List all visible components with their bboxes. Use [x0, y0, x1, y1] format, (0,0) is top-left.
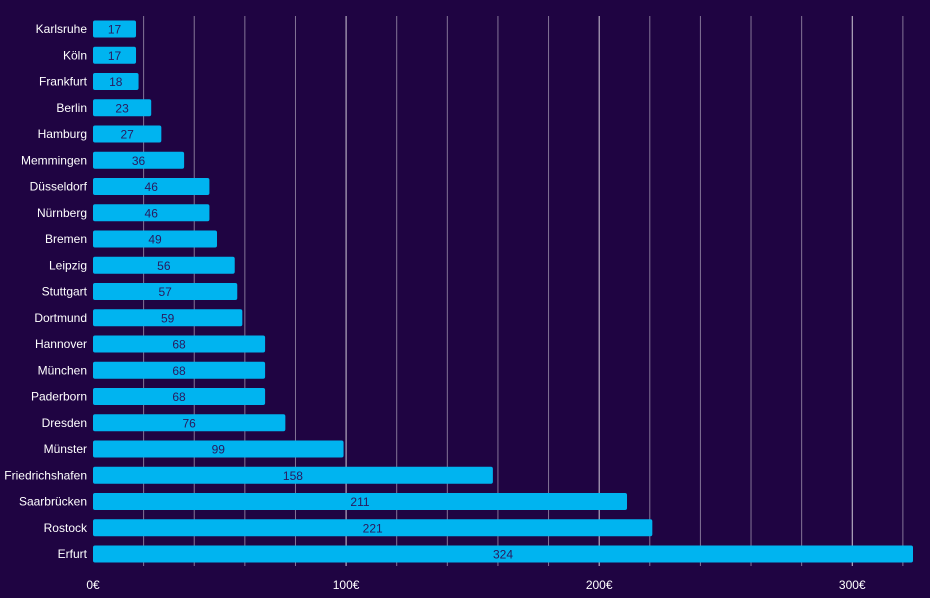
x-tick-label-100: 100€	[333, 578, 360, 592]
value-label-4: 27	[120, 128, 134, 142]
value-label-9: 56	[157, 259, 171, 273]
value-label-13: 68	[172, 364, 186, 378]
bar-7	[93, 204, 210, 222]
bar-3	[93, 99, 152, 117]
bar-1	[93, 46, 137, 64]
category-label-10: Stuttgart	[42, 285, 88, 299]
value-label-3: 23	[115, 101, 129, 115]
value-label-19: 221	[363, 521, 383, 535]
bar-17	[93, 466, 493, 484]
category-label-8: Bremen	[45, 232, 87, 246]
value-label-6: 46	[145, 180, 159, 194]
value-label-17: 158	[283, 469, 303, 483]
x-tick-label-0: 0€	[86, 578, 100, 592]
bar-16	[93, 440, 344, 458]
value-label-0: 17	[108, 23, 122, 37]
category-label-0: Karlsruhe	[36, 22, 88, 36]
value-label-7: 46	[145, 206, 159, 220]
category-label-16: Münster	[44, 442, 87, 456]
bar-13	[93, 361, 266, 379]
bar-15	[93, 414, 286, 432]
category-label-12: Hannover	[35, 337, 87, 351]
bar-8	[93, 230, 218, 248]
value-label-18: 211	[350, 495, 369, 509]
category-label-11: Dortmund	[34, 311, 87, 325]
value-label-5: 36	[132, 154, 146, 168]
category-label-20: Erfurt	[58, 547, 88, 561]
bar-14	[93, 388, 266, 405]
value-label-14: 68	[172, 390, 186, 404]
category-label-5: Memmingen	[21, 153, 87, 167]
bar-10	[93, 283, 238, 300]
x-tick-label-300: 300€	[839, 578, 866, 592]
bar-19	[93, 519, 653, 537]
category-label-2: Frankfurt	[39, 75, 88, 89]
gridlines	[143, 16, 904, 566]
bars	[93, 20, 913, 563]
value-labels: 17 17 18 23 27 36 46 46 49 56 57 59 68 68 68 76 99 158 211…	[108, 23, 513, 562]
value-label-11: 59	[161, 311, 175, 325]
value-label-15: 76	[182, 416, 196, 430]
x-axis-ticks: 0€ 100€ 200€ 300€	[86, 578, 866, 592]
category-label-6: Düsseldorf	[30, 180, 88, 194]
category-label-18: Saarbrücken	[19, 495, 87, 509]
value-label-10: 57	[158, 285, 172, 299]
category-labels: Karlsruhe Köln Frankfurt Berlin Hamburg Memmi…	[4, 22, 88, 561]
bar-12	[93, 335, 266, 353]
bar-11	[93, 309, 243, 327]
bar-2	[93, 73, 139, 90]
bar-6	[93, 178, 210, 195]
bar-20	[93, 545, 913, 563]
value-label-2: 18	[109, 75, 123, 89]
bar-4	[93, 125, 162, 143]
category-label-3: Berlin	[56, 101, 87, 115]
category-label-13: München	[38, 363, 87, 377]
bar-5	[93, 151, 185, 169]
category-label-7: Nürnberg	[37, 206, 87, 220]
value-label-1: 17	[108, 49, 122, 63]
bar-18	[93, 493, 628, 510]
value-label-8: 49	[148, 233, 162, 247]
category-label-9: Leipzig	[49, 258, 87, 272]
category-label-14: Paderborn	[31, 390, 87, 404]
category-label-4: Hamburg	[38, 127, 87, 141]
x-tick-label-200: 200€	[586, 578, 613, 592]
value-label-16: 99	[212, 443, 226, 457]
bar-0	[93, 20, 137, 38]
category-label-15: Dresden	[42, 416, 87, 430]
category-label-17: Friedrichshafen	[4, 468, 87, 482]
bar-9	[93, 256, 235, 274]
category-label-19: Rostock	[44, 521, 88, 535]
category-label-1: Köln	[63, 48, 87, 62]
value-label-12: 68	[172, 338, 186, 352]
value-label-20: 324	[493, 548, 513, 562]
